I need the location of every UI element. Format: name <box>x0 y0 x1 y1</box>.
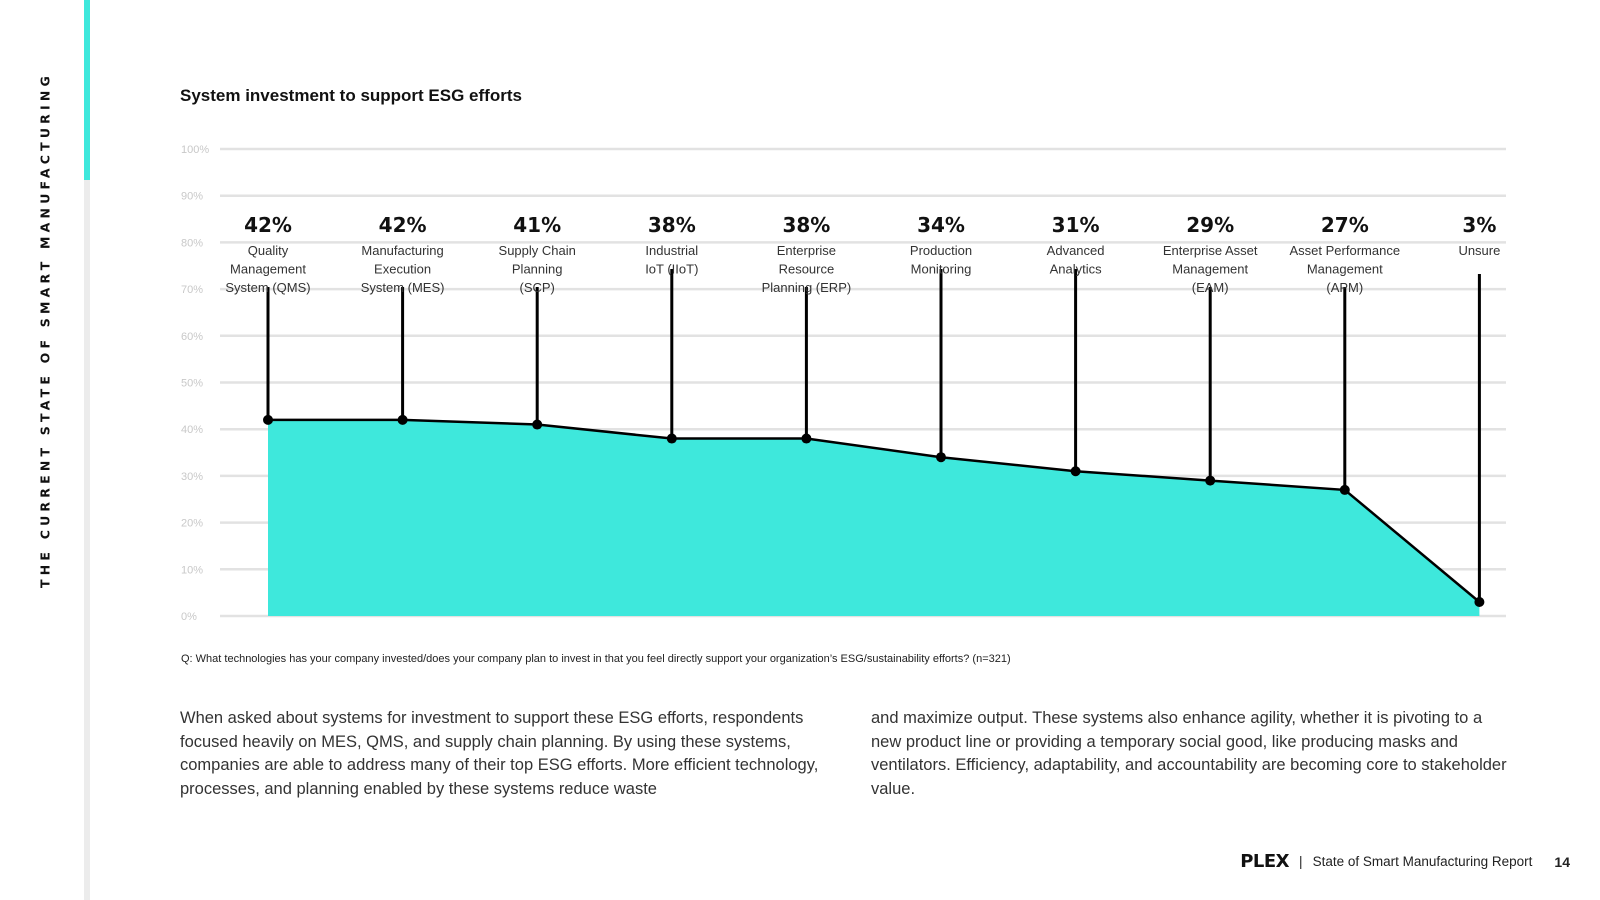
y-tick-label: 10% <box>181 564 203 576</box>
data-point <box>936 452 946 463</box>
footer: PLEX | State of Smart Manufacturing Repo… <box>1240 851 1570 872</box>
data-point <box>263 414 273 425</box>
category-label: Management <box>230 262 306 277</box>
category-label: Execution <box>374 262 431 277</box>
category-label: Supply Chain <box>499 243 576 258</box>
side-rail <box>84 0 90 900</box>
y-tick-label: 40% <box>181 424 203 436</box>
side-rail-accent <box>84 0 90 180</box>
y-tick-label: 20% <box>181 518 203 530</box>
category-label: (EAM) <box>1192 280 1229 295</box>
category-label: Management <box>1172 262 1248 277</box>
report-title: State of Smart Manufacturing Report <box>1312 854 1533 869</box>
category-label: System (QMS) <box>225 280 310 295</box>
category-label: Planning (ERP) <box>762 280 852 295</box>
category-label: Quality <box>248 243 289 258</box>
body-text-right: and maximize output. These systems also … <box>871 709 1507 798</box>
category-label: Planning <box>512 262 563 277</box>
y-tick-label: 60% <box>181 331 203 343</box>
category-label: Enterprise <box>777 243 836 258</box>
value-label: 31% <box>1052 213 1100 237</box>
data-point <box>532 419 543 430</box>
footer-separator: | <box>1299 854 1303 869</box>
value-label: 34% <box>917 213 965 237</box>
value-label: 42% <box>379 213 427 237</box>
plex-logo: PLEX <box>1240 851 1290 872</box>
value-label: 42% <box>244 213 292 237</box>
value-label: 41% <box>513 213 561 237</box>
category-label: Asset Performance <box>1290 243 1401 258</box>
category-label: System (MES) <box>361 280 445 295</box>
category-label: (SCP) <box>520 280 555 295</box>
y-tick-label: 0% <box>181 611 197 623</box>
value-label: 3% <box>1462 213 1496 237</box>
category-label: IoT (IIoT) <box>645 262 698 277</box>
category-label: Advanced <box>1047 243 1105 258</box>
category-label: Enterprise Asset <box>1163 243 1258 258</box>
y-tick-label: 30% <box>181 471 203 483</box>
y-tick-label: 100% <box>181 144 209 156</box>
category-label: Manufacturing <box>361 243 443 258</box>
value-label: 29% <box>1186 213 1234 237</box>
page-number: 14 <box>1554 853 1570 870</box>
data-point <box>666 433 677 444</box>
y-tick-label: 80% <box>181 237 203 249</box>
value-label: 38% <box>648 213 696 237</box>
data-point <box>1070 466 1081 477</box>
series-line <box>268 418 1481 603</box>
category-label: (APM) <box>1326 280 1363 295</box>
y-tick-label: 70% <box>181 284 203 296</box>
category-label: Monitoring <box>911 262 972 277</box>
data-point <box>801 433 812 444</box>
data-point <box>397 414 408 425</box>
data-point <box>1339 484 1350 495</box>
area-fill <box>268 419 1480 616</box>
category-label: Management <box>1307 262 1383 277</box>
category-label: Industrial <box>645 243 698 258</box>
category-label: Analytics <box>1050 262 1103 277</box>
y-tick-label: 90% <box>181 191 203 203</box>
category-label: Resource <box>779 262 835 277</box>
data-point <box>1474 596 1485 607</box>
chart-title: System investment to support ESG efforts <box>180 86 522 105</box>
value-label: 38% <box>782 213 830 237</box>
body-text-left: When asked about systems for investment … <box>180 709 819 798</box>
value-label: 27% <box>1321 213 1369 237</box>
data-point <box>1205 475 1216 486</box>
y-tick-label: 50% <box>181 378 203 390</box>
category-label: Production <box>910 243 972 258</box>
category-label: Unsure <box>1458 243 1500 258</box>
survey-question: Q: What technologies has your company in… <box>181 653 1011 665</box>
